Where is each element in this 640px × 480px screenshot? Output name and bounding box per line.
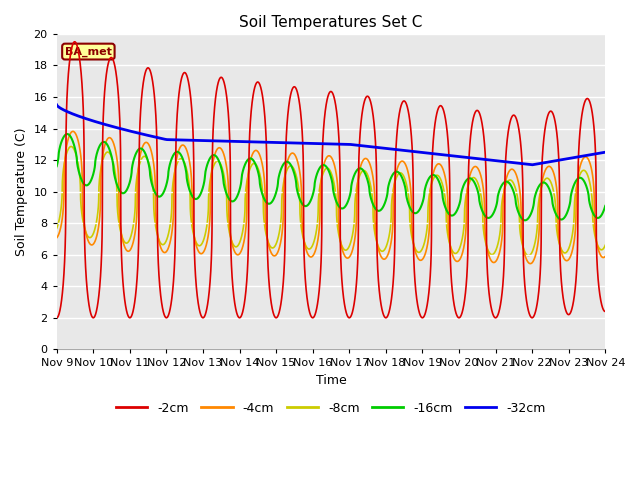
- Y-axis label: Soil Temperature (C): Soil Temperature (C): [15, 127, 28, 256]
- Title: Soil Temperatures Set C: Soil Temperatures Set C: [239, 15, 422, 30]
- Text: BA_met: BA_met: [65, 47, 112, 57]
- X-axis label: Time: Time: [316, 374, 346, 387]
- Legend: -2cm, -4cm, -8cm, -16cm, -32cm: -2cm, -4cm, -8cm, -16cm, -32cm: [111, 396, 551, 420]
